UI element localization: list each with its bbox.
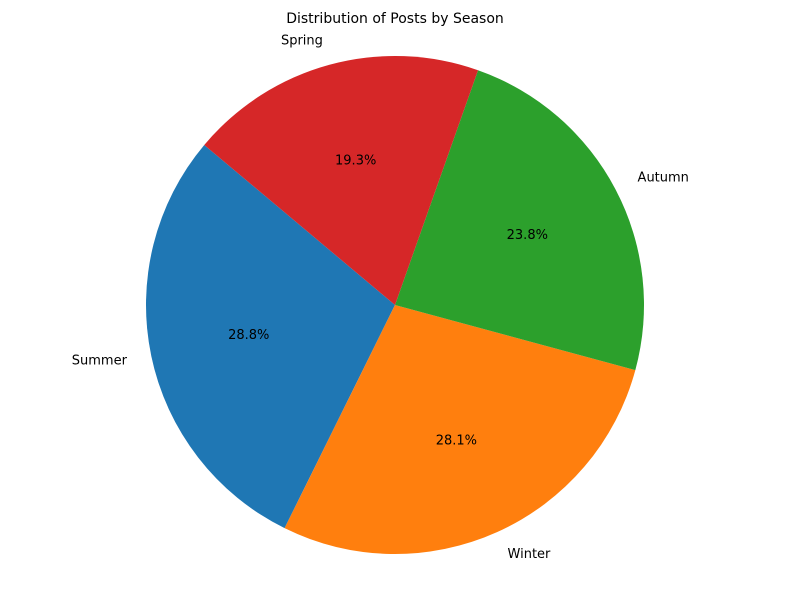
- pie-slices: [146, 55, 644, 554]
- slice-percent-autumn: 23.8%: [507, 228, 548, 243]
- pie-slice-spring: [204, 55, 479, 305]
- pie-slice-winter: [284, 305, 636, 554]
- slice-label-winter: Winter: [508, 547, 552, 562]
- pie-slice-autumn: [395, 70, 644, 371]
- pie-labels: Summer 28.8% Winter 28.1% Autumn 23.8% Spring 1…: [72, 33, 689, 562]
- slice-label-autumn: Autumn: [638, 170, 689, 185]
- slice-label-spring: Spring: [281, 33, 323, 48]
- slice-percent-spring: 19.3%: [335, 153, 376, 168]
- slice-percent-winter: 28.1%: [436, 434, 477, 449]
- slice-percent-summer: 28.8%: [228, 328, 269, 343]
- chart-title: Distribution of Posts by Season: [286, 11, 504, 27]
- slice-label-summer: Summer: [72, 354, 128, 369]
- pie-slice-summer: [146, 144, 395, 529]
